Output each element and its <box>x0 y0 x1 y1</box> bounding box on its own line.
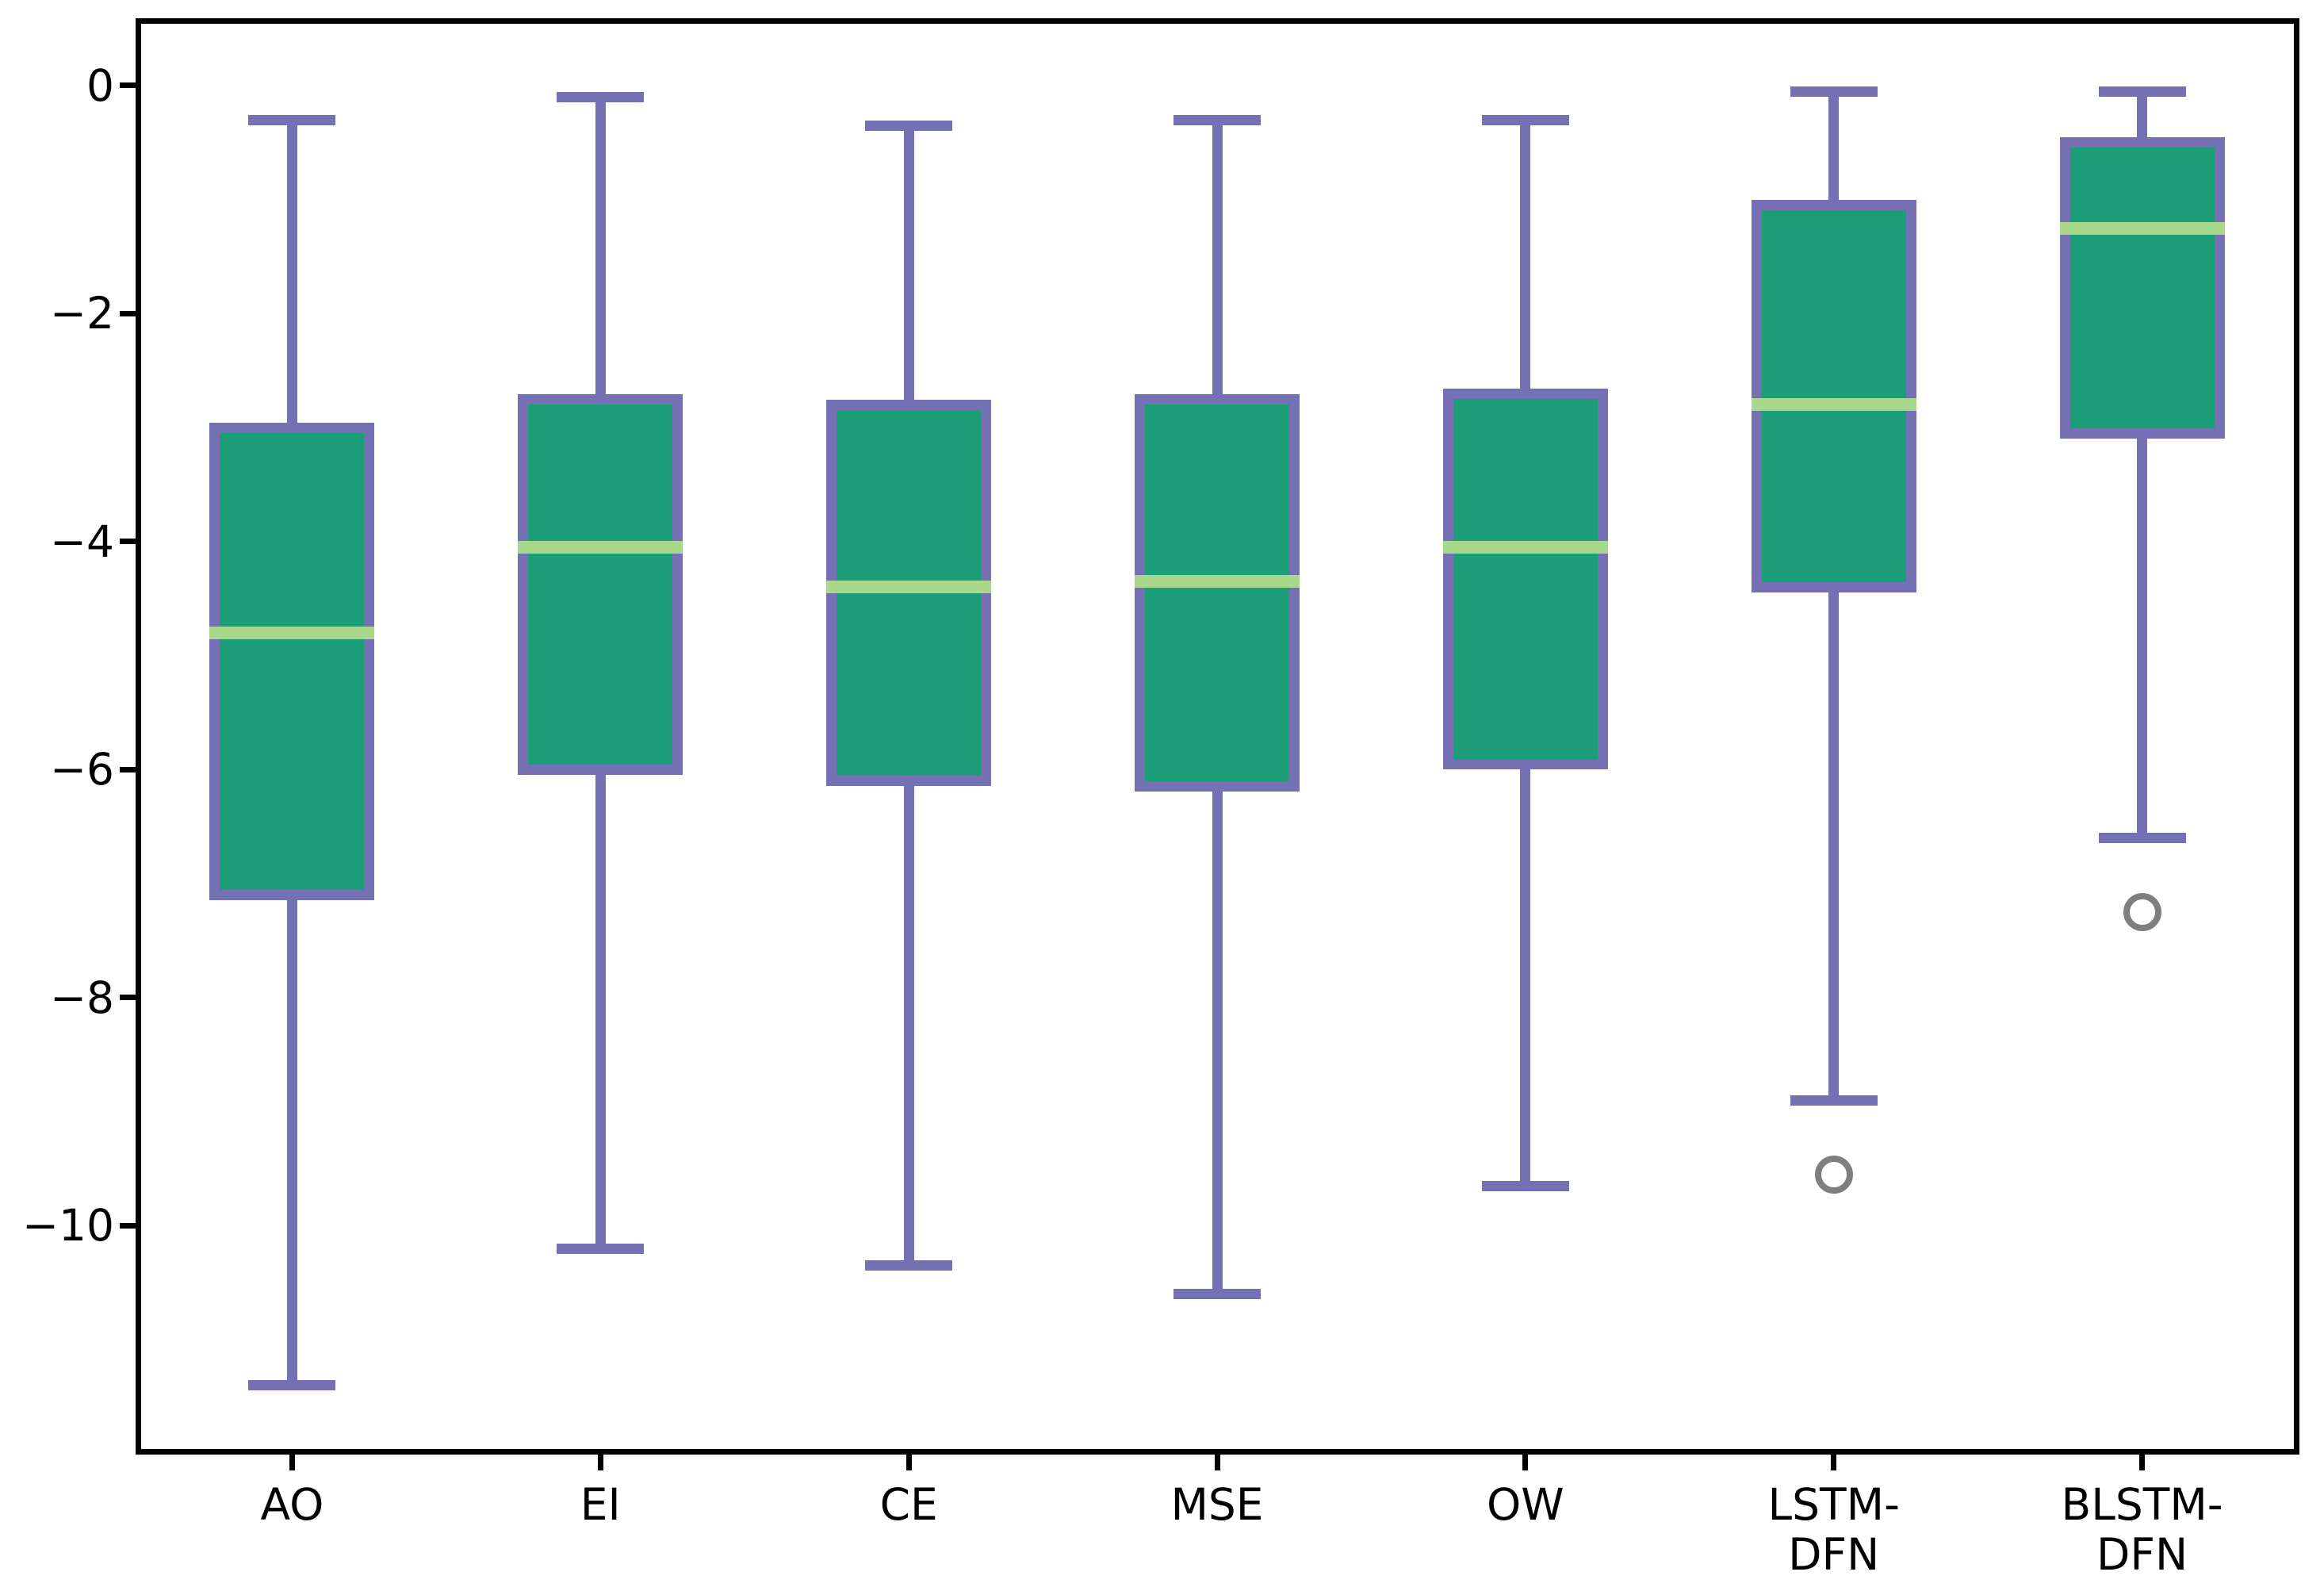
x-tick-mark <box>1214 1454 1220 1470</box>
whisker-upper-AO <box>286 120 297 428</box>
box-OW <box>1442 388 1608 769</box>
box-BLSTM-DFN <box>2059 137 2225 439</box>
whisker-upper-BLSTM-DFN <box>2137 91 2148 143</box>
x-tick-label-AO: AO <box>260 1479 324 1530</box>
cap-upper-LSTM-DFN <box>1790 86 1878 97</box>
median-AO <box>209 626 375 639</box>
median-BLSTM-DFN <box>2059 221 2225 235</box>
y-tick-label: 0 <box>86 59 114 111</box>
cap-lower-LSTM-DFN <box>1790 1095 1878 1106</box>
x-tick-mark <box>1522 1454 1529 1470</box>
box-EI <box>518 393 683 775</box>
whisker-lower-OW <box>1520 764 1531 1187</box>
x-tick-mark <box>1831 1454 1837 1470</box>
whisker-upper-EI <box>595 97 606 400</box>
cap-upper-AO <box>248 114 336 125</box>
outlier-BLSTM-DFN-0 <box>2123 893 2161 932</box>
cap-lower-AO <box>248 1380 336 1391</box>
cap-upper-BLSTM-DFN <box>2098 86 2186 97</box>
x-tick-mark <box>2139 1454 2146 1470</box>
y-tick-label: −8 <box>49 972 114 1023</box>
whisker-upper-CE <box>903 125 914 405</box>
x-tick-label-MSE: MSE <box>1170 1479 1264 1530</box>
whisker-upper-LSTM-DFN <box>1828 91 1840 205</box>
outlier-LSTM-DFN-0 <box>1814 1155 1853 1194</box>
whisker-upper-OW <box>1520 120 1531 394</box>
x-tick-mark <box>597 1454 603 1470</box>
y-tick-label: −2 <box>49 288 114 339</box>
plot-frame <box>135 17 2299 1455</box>
median-EI <box>518 541 683 554</box>
y-tick-mark <box>119 310 136 316</box>
cap-lower-OW <box>1481 1180 1569 1191</box>
cap-lower-CE <box>865 1260 953 1271</box>
median-CE <box>826 581 992 594</box>
whisker-lower-LSTM-DFN <box>1828 587 1840 1101</box>
cap-lower-EI <box>557 1243 645 1254</box>
x-tick-label-EI: EI <box>580 1479 621 1530</box>
y-tick-label: −4 <box>49 516 114 567</box>
cap-upper-EI <box>557 91 645 102</box>
cap-upper-MSE <box>1173 114 1261 125</box>
x-tick-label-OW: OW <box>1487 1479 1564 1530</box>
x-tick-mark <box>289 1454 295 1470</box>
y-tick-mark <box>119 766 136 772</box>
whisker-lower-MSE <box>1212 786 1223 1294</box>
cap-upper-CE <box>865 120 953 131</box>
whisker-lower-CE <box>903 780 914 1266</box>
box-AO <box>209 422 375 900</box>
cap-lower-MSE <box>1173 1289 1261 1300</box>
whisker-lower-BLSTM-DFN <box>2137 433 2148 838</box>
median-OW <box>1442 541 1608 554</box>
cap-lower-BLSTM-DFN <box>2098 833 2186 844</box>
x-tick-label-LSTM-DFN: LSTM- DFN <box>1767 1479 1900 1580</box>
x-tick-mark <box>905 1454 912 1470</box>
y-tick-mark <box>119 1222 136 1229</box>
x-tick-label-CE: CE <box>879 1479 938 1530</box>
y-tick-label: −10 <box>21 1200 114 1252</box>
median-LSTM-DFN <box>1751 398 1916 412</box>
y-tick-mark <box>119 995 136 1001</box>
whisker-lower-EI <box>595 769 606 1249</box>
box-LSTM-DFN <box>1751 200 1916 592</box>
box-MSE <box>1135 393 1300 792</box>
median-MSE <box>1135 575 1300 588</box>
whisker-lower-AO <box>286 895 297 1386</box>
y-tick-mark <box>119 82 136 89</box>
y-tick-mark <box>119 539 136 545</box>
x-tick-label-BLSTM-DFN: BLSTM- DFN <box>2061 1479 2223 1580</box>
cap-upper-OW <box>1481 114 1569 125</box>
whisker-upper-MSE <box>1212 120 1223 400</box>
y-tick-label: −6 <box>49 744 114 796</box>
